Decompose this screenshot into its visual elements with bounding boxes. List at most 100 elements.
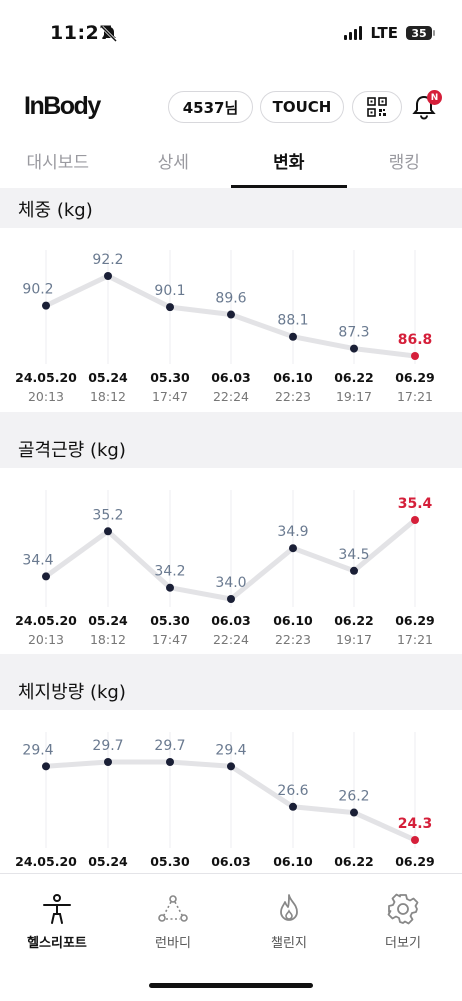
gear-icon [386,892,420,926]
battery-level: 35 [411,27,426,40]
qr-code-icon [367,97,387,117]
data-label: 34.4 [22,552,53,568]
flame-icon [272,892,306,926]
person-icon [40,892,74,926]
section-divider [0,412,462,428]
date-label: 06.10 [273,854,313,869]
nav-health-report[interactable]: 헬스리포트 [12,892,102,951]
data-point[interactable] [104,527,112,535]
time-label: 17:21 [397,389,433,404]
nav-challenge[interactable]: 챌린지 [244,892,334,951]
date-label: 05.24 [88,613,128,628]
date-label: 06.22 [334,854,374,869]
muscle-title: 골격근량 (kg) [18,436,126,462]
data-label: 26.6 [277,783,308,799]
data-label: 89.6 [215,291,246,307]
tab-bar: 대시보드 상세 변화 랭킹 [0,140,462,188]
data-point[interactable] [411,516,419,524]
date-label: 06.22 [334,613,374,628]
date-label: 06.29 [395,613,435,628]
data-label: 90.2 [22,282,53,298]
date-label: 24.05.20 [15,370,77,385]
run-body-icon [156,892,190,926]
date-label: 06.29 [395,370,435,385]
network-label: LTE [370,24,398,42]
muscle-chart: 34.435.234.234.034.934.535.424.05.2020:1… [0,468,462,668]
data-point[interactable] [42,302,50,310]
data-label: 35.4 [398,496,433,512]
data-label: 26.2 [338,789,369,805]
nav-challenge-label: 챌린지 [271,936,307,951]
user-button[interactable]: 4537님 [168,91,253,123]
date-label: 24.05.20 [15,854,77,869]
signal-icon [344,26,362,40]
section-divider [0,654,462,670]
data-label: 34.5 [338,547,369,563]
battery-icon: 35 [406,26,432,40]
data-point[interactable] [289,333,297,341]
fat-title: 체지방량 (kg) [18,678,126,704]
time-label: 22:24 [213,632,249,647]
data-point[interactable] [350,567,358,575]
date-label: 05.24 [88,854,128,869]
time-label: 18:12 [90,389,126,404]
time-label: 19:17 [336,389,372,404]
notification-badge: N [427,90,442,105]
data-point[interactable] [227,595,235,603]
data-point[interactable] [289,803,297,811]
nav-more[interactable]: 더보기 [358,892,448,951]
data-label: 29.4 [215,742,246,758]
data-label: 92.2 [92,252,123,268]
qr-button[interactable] [352,91,402,123]
date-label: 06.10 [273,613,313,628]
nav-run-body-label: 런바디 [155,936,191,951]
data-point[interactable] [42,572,50,580]
bottom-navigation: 헬스리포트 런바디 챌린지 더보기 [0,873,462,1001]
data-label: 90.1 [154,283,185,299]
data-label: 29.7 [92,738,123,754]
home-indicator [149,983,313,988]
data-label: 86.8 [398,332,433,348]
data-point[interactable] [166,584,174,592]
time-label: 17:21 [397,632,433,647]
data-point[interactable] [42,762,50,770]
data-point[interactable] [289,544,297,552]
time-label: 17:47 [152,632,188,647]
time-label: 22:23 [275,632,311,647]
data-point[interactable] [350,345,358,353]
tab-ranking[interactable]: 랭킹 [347,140,462,188]
data-point[interactable] [104,758,112,766]
data-point[interactable] [227,762,235,770]
date-label: 06.10 [273,370,313,385]
tab-change[interactable]: 변화 [231,140,347,188]
data-label: 35.2 [92,507,123,523]
data-label: 88.1 [277,313,308,329]
data-point[interactable] [166,303,174,311]
nav-run-body[interactable]: 런바디 [128,892,218,951]
time-label: 18:12 [90,632,126,647]
date-label: 05.30 [150,854,190,869]
status-indicators: LTE 35 [344,24,432,42]
data-point[interactable] [227,311,235,319]
nav-health-report-label: 헬스리포트 [27,936,87,951]
notification-button[interactable]: N [410,93,440,123]
tab-detail[interactable]: 상세 [116,140,232,188]
time-label: 17:47 [152,389,188,404]
time-label: 22:23 [275,389,311,404]
data-label: 34.0 [215,575,246,591]
data-label: 24.3 [398,816,433,832]
data-point[interactable] [411,352,419,360]
touch-button[interactable]: TOUCH [260,91,344,123]
date-label: 06.03 [211,613,251,628]
data-point[interactable] [104,272,112,280]
data-label: 34.9 [277,524,308,540]
data-point[interactable] [350,809,358,817]
data-point[interactable] [411,836,419,844]
inbody-logo: InBody [24,92,100,121]
tab-dashboard[interactable]: 대시보드 [0,140,116,188]
data-point[interactable] [166,758,174,766]
date-label: 06.03 [211,854,251,869]
data-label: 34.2 [154,564,185,580]
time-label: 20:13 [28,632,64,647]
